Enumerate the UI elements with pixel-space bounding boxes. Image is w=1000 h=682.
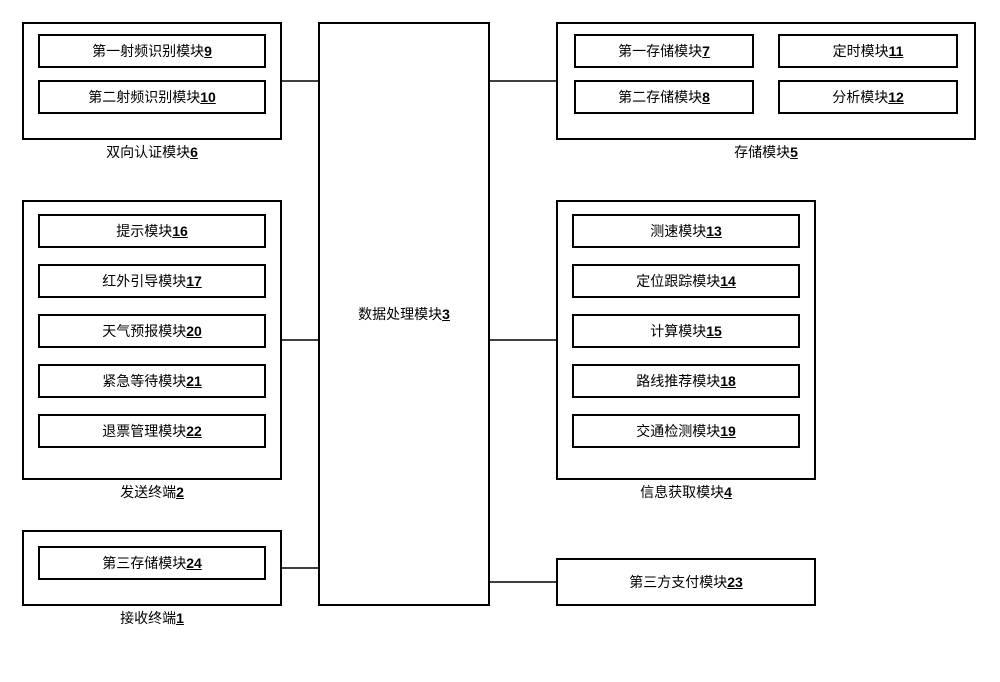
auth-item-2: 第二射频识别模块10	[38, 80, 266, 114]
send-item-3-label: 天气预报模块20	[102, 321, 202, 341]
store-item-1: 第一存储模块7	[574, 34, 754, 68]
info-item-1: 测速模块13	[572, 214, 800, 248]
info-item-2: 定位跟踪模块14	[572, 264, 800, 298]
store-group-label: 存储模块5	[556, 142, 976, 162]
store-item-3: 第二存储模块8	[574, 80, 754, 114]
store-item-2-label: 定时模块11	[833, 41, 904, 61]
center-box: 数据处理模块3	[318, 22, 490, 606]
info-item-3: 计算模块15	[572, 314, 800, 348]
store-item-3-label: 第二存储模块8	[618, 87, 710, 107]
auth-group-label: 双向认证模块6	[22, 142, 282, 162]
pay-box: 第三方支付模块23	[556, 558, 816, 606]
send-item-3: 天气预报模块20	[38, 314, 266, 348]
send-item-5: 退票管理模块22	[38, 414, 266, 448]
send-item-4: 紧急等待模块21	[38, 364, 266, 398]
auth-item-1-label: 第一射频识别模块9	[92, 41, 212, 61]
auth-item-1: 第一射频识别模块9	[38, 34, 266, 68]
info-item-5: 交通检测模块19	[572, 414, 800, 448]
send-item-5-label: 退票管理模块22	[102, 421, 202, 441]
info-item-4: 路线推荐模块18	[572, 364, 800, 398]
store-item-4: 分析模块12	[778, 80, 958, 114]
center-label: 数据处理模块3	[358, 304, 450, 324]
store-item-4-label: 分析模块12	[832, 87, 904, 107]
info-group-label: 信息获取模块4	[556, 482, 816, 502]
pay-label: 第三方支付模块23	[629, 572, 743, 592]
recv-item-1-label: 第三存储模块24	[102, 553, 202, 573]
send-item-4-label: 紧急等待模块21	[102, 371, 202, 391]
info-item-5-label: 交通检测模块19	[636, 421, 736, 441]
info-item-4-label: 路线推荐模块18	[636, 371, 736, 391]
info-item-1-label: 测速模块13	[650, 221, 722, 241]
recv-item-1: 第三存储模块24	[38, 546, 266, 580]
auth-item-2-label: 第二射频识别模块10	[88, 87, 216, 107]
send-item-2: 红外引导模块17	[38, 264, 266, 298]
info-item-2-label: 定位跟踪模块14	[636, 271, 736, 291]
recv-group-label: 接收终端1	[22, 608, 282, 628]
info-item-3-label: 计算模块15	[650, 321, 722, 341]
send-item-1: 提示模块16	[38, 214, 266, 248]
diagram-canvas: 第一射频识别模块9 第二射频识别模块10 提示模块16 红外引导模块17 天气预…	[0, 0, 1000, 682]
send-item-1-label: 提示模块16	[116, 221, 188, 241]
store-item-2: 定时模块11	[778, 34, 958, 68]
send-group-label: 发送终端2	[22, 482, 282, 502]
store-item-1-label: 第一存储模块7	[618, 41, 710, 61]
send-item-2-label: 红外引导模块17	[102, 271, 202, 291]
